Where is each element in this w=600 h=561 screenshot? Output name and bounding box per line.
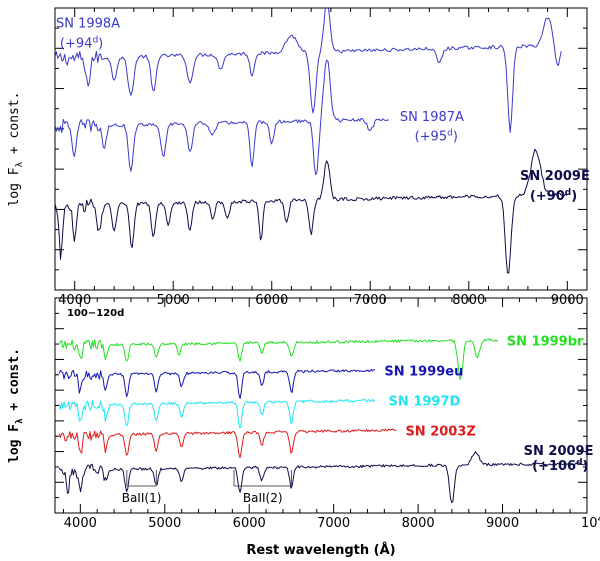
x-tick-label: 5000 [148,516,181,531]
series-label: SN 2003Z [405,425,475,440]
y-label-suffix: + const. [7,91,22,161]
x-tick-label: 4000 [64,516,97,531]
y-label-sub: λ [15,418,25,424]
plot-frame [54,297,588,514]
x-tick-label: 7000 [354,293,387,308]
x-tick-label: 6000 [255,293,288,308]
epoch-annotation: 100−120d [67,308,124,319]
x-tick-label: 9000 [551,293,584,308]
epoch-value: (+106 [532,459,576,474]
y-label-suffix: + const. [7,348,22,418]
series-epoch: (+95d) [415,129,458,145]
x-tick-label-max: 104 [581,514,600,531]
y-axis-label: log Fλ + const. [7,348,25,463]
epoch-close: ) [571,189,577,204]
x-tick-label: 7000 [317,516,350,531]
spectrum-line [58,451,587,504]
series-label: SN 2009E [524,444,594,459]
x-tick-label: 6000 [233,516,266,531]
x-tick-label: 5000 [157,293,190,308]
x-axis-label: Rest wavelength (Å) [246,542,395,558]
y-label-main: log F [7,424,22,463]
series-epoch: (+106d) [532,458,588,474]
spectrum-line [58,398,376,429]
epoch-unit: d [565,188,571,198]
epoch-unit: d [447,129,453,139]
spectrum-line [58,369,375,399]
series-label: SN 1999br [507,334,584,349]
y-label-sub: λ [15,161,25,167]
x-tick-label: 9000 [486,516,519,531]
epoch-unit: d [92,35,98,45]
x-tick-max-exp: 4 [598,514,600,525]
spectrum-line [58,338,499,381]
series-label: SN 2009E [520,169,590,184]
panel-bottom: 4000 5000 6000 7000 8000 9000 104 log Fλ + cons… [7,297,600,558]
series-epoch: (+90d) [530,188,577,204]
series-label: SN 1998A [56,17,120,32]
epoch-value: (+90 [530,189,565,204]
spectrum-line [55,148,568,274]
bracket-label: BaII(2) [243,491,283,505]
x-tick-label: 4000 [58,293,91,308]
epoch-close: ) [583,459,589,474]
series-label: SN 1997D [389,395,461,410]
series-epoch: (+94d) [60,35,103,51]
y-label-main: log F [7,167,22,206]
spectrum-line [55,8,562,133]
bracket-label: BaII(1) [122,491,162,505]
series-label: SN 1999eu [384,364,463,379]
x-tick-label: 8000 [402,516,435,531]
epoch-value: (+95 [415,130,448,145]
y-axis-label: log Fλ + const. [7,91,25,206]
epoch-value: (+94 [60,36,93,51]
epoch-unit: d [576,458,582,468]
epoch-close: ) [98,36,103,51]
epoch-close: ) [453,130,458,145]
spectrum-line [55,59,389,176]
spectrum-line [58,428,397,459]
series-label: SN 1987A [400,110,464,125]
x-tick-max-base: 10 [581,516,598,531]
